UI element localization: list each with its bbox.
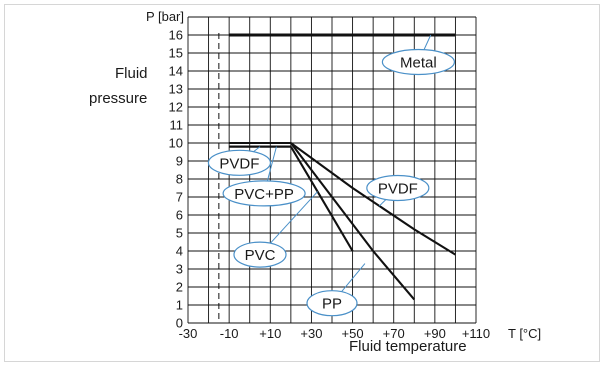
y-tick-label: 1	[176, 298, 183, 313]
y-tick-label: 3	[176, 262, 183, 277]
y-tick-label: 14	[169, 64, 183, 79]
y-tick-label: 16	[169, 28, 183, 43]
y-axis-title-line-2: pressure	[89, 90, 148, 107]
callout-label-pvc-pp: PVC+PP	[234, 186, 294, 203]
x-axis-title: Fluid temperature	[349, 338, 467, 355]
callout-bubble-pvdf	[366, 174, 430, 202]
callout-label-pvc: PVC	[245, 247, 276, 264]
x-tick-label: +110	[462, 326, 490, 341]
callout-label-pp: PP	[322, 296, 342, 313]
chart-frame: -30 -10 +10 +30 +50 +70 +90 +110 0 1 2 3 4 5 6 7 8 9 10 11 1…	[4, 4, 600, 362]
y-tick-label: 2	[176, 280, 183, 295]
y-tick-label: 5	[176, 226, 183, 241]
series-line-pvc	[289, 146, 354, 252]
y-axis-title-line-1: Fluid	[115, 65, 148, 82]
y-tick-label: 10	[169, 136, 183, 151]
x-tick-label: -30	[179, 326, 198, 341]
y-tick-label: 4	[176, 244, 183, 259]
x-tick-label: +70	[383, 326, 405, 341]
series-line-pp	[290, 142, 416, 301]
callout-label-metal: Metal	[400, 55, 437, 72]
x-tick-label: +10	[259, 326, 281, 341]
y-tick-label: 6	[176, 208, 183, 223]
x-tick-label: +90	[424, 326, 446, 341]
y-tick-label: 11	[170, 118, 184, 133]
y-tick-label: 12	[169, 100, 183, 115]
pressure-temperature-chart: -30 -10 +10 +30 +50 +70 +90 +110012345678910111…	[146, 9, 541, 341]
y-tick-label: 13	[169, 82, 183, 97]
x-tick-label: +50	[342, 326, 364, 341]
callout-bubble-pvc-pp	[222, 180, 306, 207]
callout-label-pvdf: PVDF	[219, 155, 259, 172]
callout-bubble-pvdf	[207, 149, 272, 176]
callout-bubble-pp	[306, 290, 358, 317]
x-tick-label: +30	[300, 326, 322, 341]
y-tick-label: 8	[176, 172, 183, 187]
callout-label-pvdf: PVDF	[378, 181, 418, 198]
y-tick-label: 15	[169, 46, 183, 61]
y-tick-label: 9	[176, 154, 183, 169]
y-tick-label: 0	[176, 316, 183, 331]
callout-bubble-pvc	[233, 241, 287, 268]
x-axis-unit-label: T [°C]	[508, 326, 541, 341]
y-tick-label: 7	[176, 190, 183, 205]
series-line-pvdf	[229, 141, 456, 256]
x-tick-label: -10	[220, 326, 239, 341]
callout-bubble-metal	[381, 48, 455, 76]
y-axis-unit-label: P [bar]	[146, 9, 184, 24]
